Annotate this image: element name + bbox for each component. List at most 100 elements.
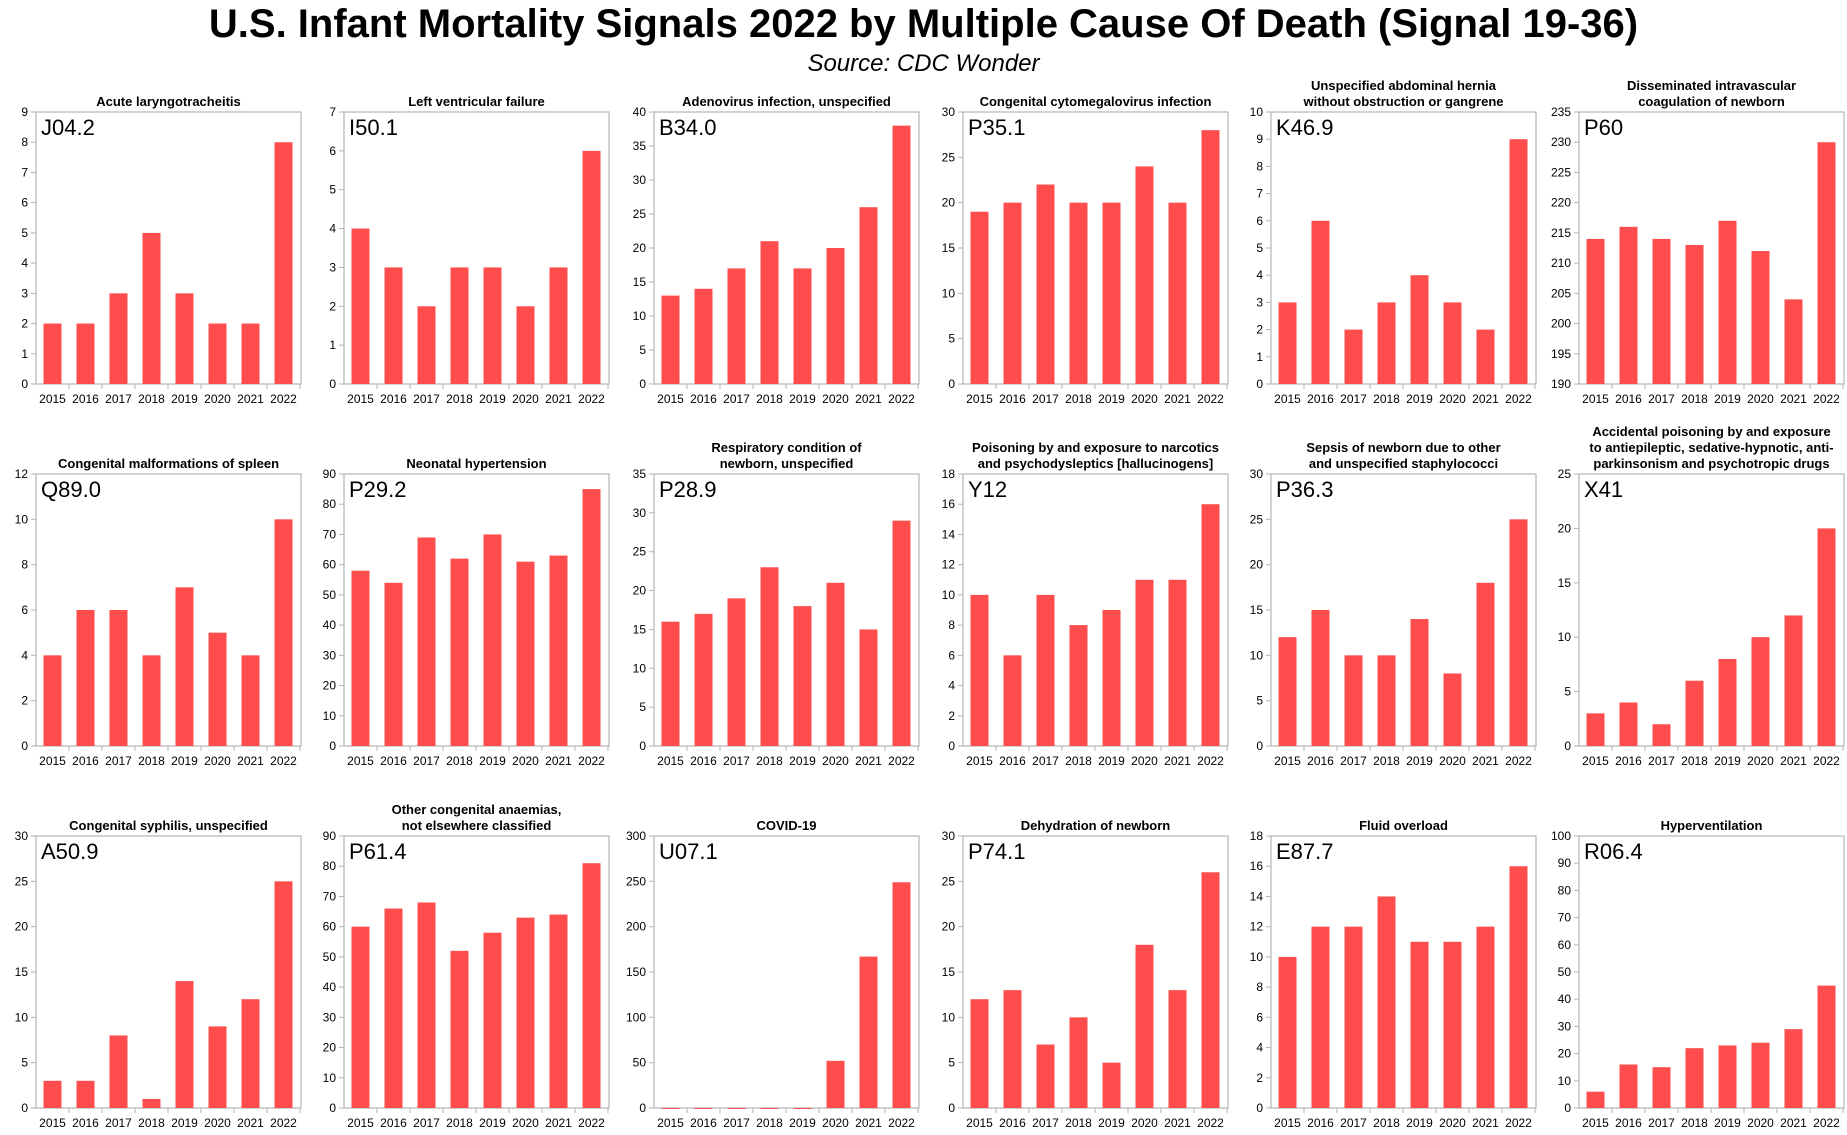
bar: [760, 567, 779, 746]
x-tick-label: 2016: [690, 1116, 717, 1130]
x-tick-label: 2020: [512, 754, 539, 768]
x-tick-label: 2015: [1582, 392, 1609, 406]
bar: [1817, 142, 1836, 384]
y-tick-label: 15: [1250, 603, 1264, 617]
y-tick-label: 5: [21, 226, 28, 240]
chart-panel: COVID-19 0 50 100 150 200 250 300 2015 2016 2017 20…: [626, 818, 920, 1130]
icd-code-label: A50.9: [41, 839, 99, 864]
chart-title: Adenovirus infection, unspecified: [682, 94, 891, 109]
y-tick-label: 25: [1558, 467, 1572, 481]
bar: [694, 1108, 713, 1109]
bar: [208, 323, 227, 384]
x-tick-label: 2018: [1065, 392, 1092, 406]
x-tick-label: 2015: [657, 392, 684, 406]
x-tick-label: 2019: [1406, 754, 1433, 768]
bar: [1685, 1048, 1704, 1108]
y-tick-label: 1: [329, 338, 336, 352]
x-tick-label: 2022: [1813, 754, 1840, 768]
x-tick-label: 2020: [204, 754, 231, 768]
y-tick-label: 6: [1256, 1010, 1263, 1024]
y-tick-label: 5: [329, 183, 336, 197]
bar: [1168, 579, 1187, 746]
x-tick-label: 2021: [545, 392, 572, 406]
bar: [970, 211, 989, 384]
y-tick-label: 20: [1558, 1047, 1572, 1061]
y-tick-label: 20: [633, 584, 647, 598]
x-tick-label: 2019: [1406, 392, 1433, 406]
bar: [1278, 956, 1297, 1108]
y-tick-label: 8: [21, 558, 28, 572]
bar: [1443, 941, 1462, 1108]
x-tick-label: 2017: [105, 392, 132, 406]
y-tick-label: 6: [21, 196, 28, 210]
bar: [1036, 594, 1055, 746]
chart-title: parkinsonism and psychotropic drugs: [1593, 456, 1829, 471]
x-tick-label: 2016: [1307, 1116, 1334, 1130]
x-tick-label: 2015: [1274, 1116, 1301, 1130]
bar: [1619, 702, 1638, 746]
chart-title: Sepsis of newborn due to other: [1306, 440, 1500, 455]
x-tick-label: 2019: [171, 1116, 198, 1130]
x-tick-label: 2021: [1472, 392, 1499, 406]
y-tick-label: 40: [323, 980, 337, 994]
bar: [1652, 238, 1671, 384]
x-tick-label: 2017: [105, 1116, 132, 1130]
y-tick-label: 200: [1551, 317, 1571, 331]
plot-area: [35, 111, 302, 385]
x-tick-label: 2015: [657, 754, 684, 768]
icd-code-label: Y12: [968, 477, 1007, 502]
x-tick-label: 2017: [1032, 392, 1059, 406]
x-tick-label: 2021: [1780, 754, 1807, 768]
bar: [175, 293, 194, 384]
bar: [1102, 1062, 1121, 1108]
chart-panel: Adenovirus infection, unspecified 0 5 10 15 2…: [633, 94, 920, 406]
y-tick-label: 9: [21, 105, 28, 119]
bar: [351, 228, 370, 384]
bar: [1718, 1045, 1737, 1108]
y-tick-label: 5: [1256, 241, 1263, 255]
y-tick-label: 6: [948, 648, 955, 662]
x-tick-label: 2015: [966, 754, 993, 768]
y-tick-label: 15: [15, 965, 29, 979]
bar: [1003, 655, 1022, 746]
x-tick-label: 2015: [1274, 754, 1301, 768]
y-tick-label: 4: [1256, 268, 1263, 282]
x-tick-label: 2019: [171, 754, 198, 768]
bar: [826, 248, 845, 384]
plot-area: [653, 473, 920, 747]
bar: [384, 582, 403, 746]
y-tick-label: 20: [1558, 521, 1572, 535]
chart-title: without obstruction or gangrene: [1302, 94, 1503, 109]
icd-code-label: K46.9: [1276, 115, 1334, 140]
bar: [516, 917, 535, 1108]
y-tick-label: 0: [1256, 377, 1263, 391]
y-tick-label: 30: [942, 105, 956, 119]
y-tick-label: 10: [15, 512, 29, 526]
y-tick-label: 50: [323, 588, 337, 602]
bar: [793, 268, 812, 384]
y-tick-label: 230: [1551, 135, 1571, 149]
bar: [1377, 896, 1396, 1108]
y-tick-label: 12: [15, 467, 29, 481]
y-tick-label: 25: [942, 874, 956, 888]
icd-code-label: I50.1: [349, 115, 398, 140]
plot-area: [1578, 473, 1845, 747]
y-tick-label: 5: [639, 343, 646, 357]
bar: [1135, 166, 1154, 384]
x-tick-label: 2022: [578, 1116, 605, 1130]
icd-code-label: X41: [1584, 477, 1623, 502]
x-tick-label: 2015: [1274, 392, 1301, 406]
y-tick-label: 90: [323, 829, 337, 843]
bar: [1135, 579, 1154, 746]
bar: [1509, 139, 1528, 384]
y-tick-label: 220: [1551, 196, 1571, 210]
x-tick-label: 2022: [1197, 392, 1224, 406]
x-tick-label: 2021: [545, 1116, 572, 1130]
x-tick-label: 2015: [966, 392, 993, 406]
bar: [859, 207, 878, 384]
bar: [694, 288, 713, 384]
chart-title: newborn, unspecified: [720, 456, 854, 471]
y-tick-label: 10: [942, 286, 956, 300]
y-tick-label: 8: [21, 135, 28, 149]
